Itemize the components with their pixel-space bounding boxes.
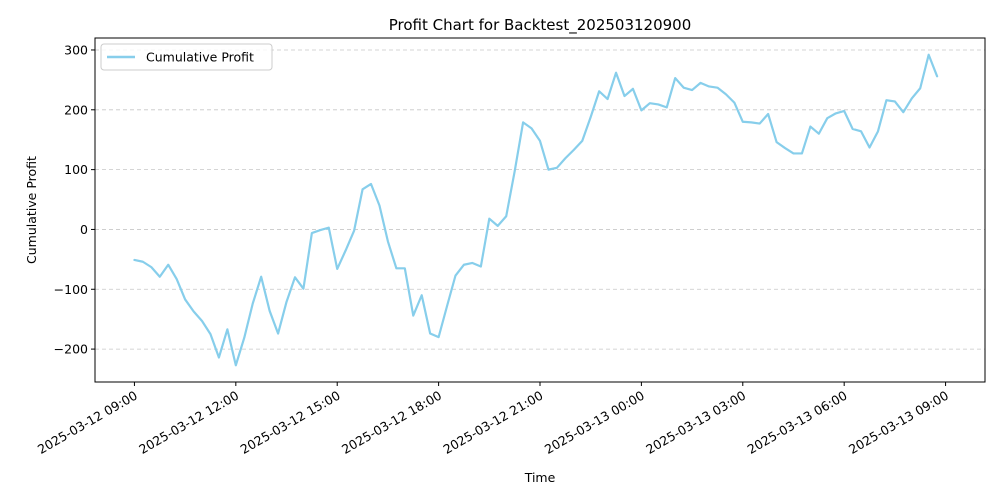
legend: Cumulative Profit: [100, 43, 273, 71]
profit-line: [133, 53, 939, 367]
series-layer: [133, 53, 939, 367]
y-tick-label: 0: [80, 222, 88, 237]
legend-box: [100, 43, 273, 71]
y-tick-label: 100: [64, 162, 88, 177]
y-tick-label: 200: [64, 102, 88, 117]
x-axis-title: Time: [524, 470, 556, 485]
y-axis-title: Cumulative Profit: [24, 156, 39, 264]
y-tick-label: −100: [54, 282, 88, 297]
y-tick-label: −200: [54, 342, 88, 357]
chart-title: Profit Chart for Backtest_202503120900: [389, 16, 692, 35]
y-axis: −200 −100 0 100 200 300: [54, 42, 95, 357]
y-tick-label: 300: [64, 42, 88, 57]
legend-label: Cumulative Profit: [146, 50, 254, 65]
